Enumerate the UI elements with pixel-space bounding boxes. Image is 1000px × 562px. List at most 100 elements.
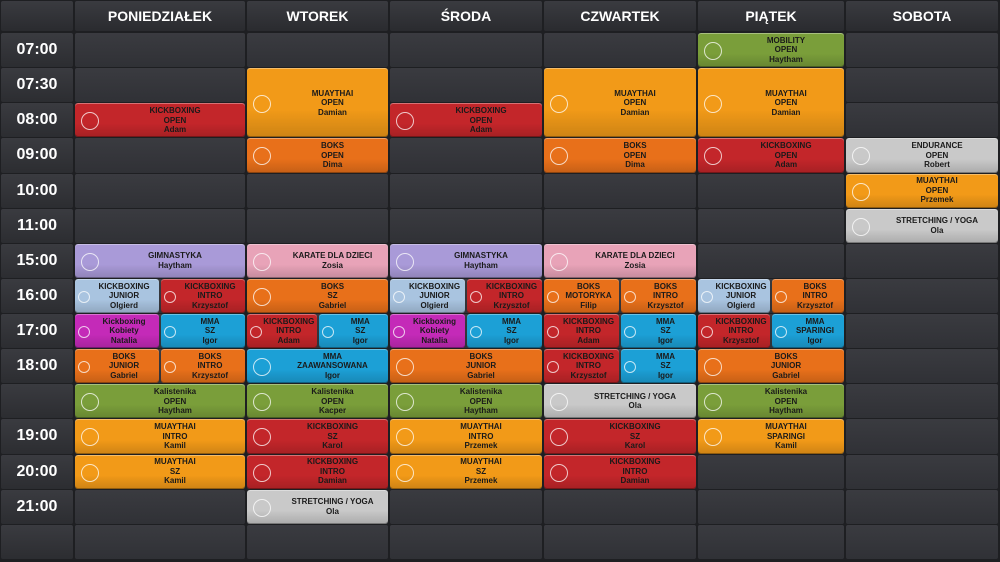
slot <box>846 103 998 138</box>
class-icon <box>852 182 870 201</box>
class-text: Krzysztof <box>796 300 833 310</box>
class-text: Haytham <box>464 260 498 270</box>
class-text: Przemek <box>464 441 498 451</box>
slot <box>390 208 542 243</box>
slot <box>247 173 388 208</box>
class-text: SPARINGI <box>766 431 806 441</box>
class-text: Kacper <box>318 406 347 416</box>
class-text: MUAYTHAI <box>154 457 196 467</box>
class-text: OPEN <box>774 45 798 55</box>
class-text: Haytham <box>158 406 192 416</box>
class-block: STRETCHING / YOGA Ola <box>544 384 696 419</box>
class-text: BOKS <box>803 281 827 291</box>
class-text: Damian <box>318 107 347 117</box>
class-block: BOKS OPEN Dima <box>247 138 388 173</box>
class-block: BOKS INTRO Krzysztof <box>161 349 245 384</box>
class-icon <box>624 361 636 374</box>
class-block: Kalistenika OPEN Haytham <box>390 384 542 419</box>
class-icon <box>253 287 271 306</box>
class-text: MMA <box>350 316 370 326</box>
class-text: JUNIOR <box>725 291 757 301</box>
class-text: Krzysztof <box>191 300 228 310</box>
class-text: INTRO <box>728 326 754 336</box>
class-text: Adam <box>163 125 187 135</box>
class-block: Kalistenika OPEN Kacper <box>247 384 388 419</box>
slot <box>544 173 696 208</box>
class-block: BOKS JUNIOR Gabriel <box>698 349 844 384</box>
class-block: KARATE DLA DZIECI Zosia <box>247 243 388 278</box>
class-text: Gabriel <box>318 300 347 310</box>
class-icon <box>701 326 713 339</box>
class-text: MUAYTHAI <box>154 422 196 432</box>
class-icon <box>396 358 414 377</box>
class-text: Olgierd <box>420 300 449 310</box>
class-text: Igor <box>503 335 520 345</box>
class-text: MUAYTHAI <box>311 88 354 98</box>
time-label: 15:00 <box>1 243 73 278</box>
class-block: KICKBOXING OPEN Adam <box>698 138 844 173</box>
class-text: INTRO <box>197 291 223 301</box>
class-block: MUAYTHAI SPARINGI Kamil <box>698 419 844 454</box>
class-text: OPEN <box>321 150 344 160</box>
class-block: Kickboxing Kobiety Natalia <box>75 314 159 349</box>
class-text: Przemek <box>920 195 954 205</box>
day-header: CZWARTEK <box>544 1 696 31</box>
class-text: OPEN <box>163 396 187 406</box>
class-icon <box>393 290 405 303</box>
class-text: MOTORYKA <box>565 291 612 301</box>
class-text: INTRO <box>197 361 223 371</box>
slot <box>390 524 542 559</box>
class-text: Kalistenika <box>311 387 354 397</box>
class-block: Kalistenika OPEN Haytham <box>698 384 844 419</box>
slot <box>846 419 998 454</box>
class-block: KICKBOXING INTRO Damian <box>247 454 388 489</box>
time-label: 11:00 <box>1 208 73 243</box>
class-text: SPARINGI <box>795 326 835 336</box>
class-text: KICKBOXING <box>184 281 236 291</box>
time-label: 09:00 <box>1 138 73 173</box>
class-text: GIMNASTYKA <box>148 251 202 261</box>
class-icon <box>852 147 870 166</box>
time-label: 08:00 <box>1 103 73 138</box>
class-block: BOKS INTRO Krzysztof <box>772 278 844 314</box>
slot <box>846 33 998 68</box>
class-block: MMA SZ Igor <box>621 314 696 349</box>
class-text: OPEN <box>469 396 493 406</box>
class-text: STRETCHING / YOGA <box>291 497 374 507</box>
class-text: Igor <box>324 370 341 380</box>
class-text: OPEN <box>623 98 647 107</box>
class-text: KARATE DLA DZIECI <box>292 251 373 261</box>
class-text: MOBILITY <box>766 35 806 45</box>
class-block: Kalistenika OPEN Haytham <box>75 384 245 419</box>
class-text: INTRO <box>276 326 302 336</box>
class-text: Natalia <box>421 335 448 345</box>
class-icon <box>81 428 99 447</box>
class-icon <box>250 326 262 339</box>
class-icon <box>396 428 414 447</box>
time-label: 21:00 <box>1 489 73 524</box>
class-block: MUAYTHAI SZ Kamil <box>75 454 245 489</box>
class-text: OPEN <box>163 115 187 125</box>
class-text: Gabriel <box>110 370 138 380</box>
class-icon <box>81 252 99 271</box>
class-text: Kamil <box>164 441 186 451</box>
slot <box>390 489 542 524</box>
class-text: STRETCHING / YOGA <box>593 391 677 401</box>
class-text: ZAAWANSOWANA <box>297 361 368 371</box>
class-text: KICKBOXING <box>306 422 359 432</box>
class-text: Adam <box>469 125 493 135</box>
class-block: MMA SPARINGI Igor <box>772 314 844 349</box>
class-text: Krzysztof <box>191 370 228 380</box>
time-label: 20:00 <box>1 454 73 489</box>
class-text: Karol <box>322 441 343 451</box>
class-text: Karol <box>624 441 646 451</box>
class-text: Kamil <box>164 476 186 486</box>
class-text: Haytham <box>769 54 803 64</box>
class-text: BOKS <box>198 351 222 361</box>
slot <box>846 454 998 489</box>
class-text: JUNIOR <box>108 361 140 371</box>
class-text: SZ <box>660 326 671 336</box>
class-block: KICKBOXING OPEN Adam <box>75 103 245 138</box>
class-block: MMA SZ Igor <box>467 314 542 349</box>
class-text: Olgierd <box>109 300 138 310</box>
